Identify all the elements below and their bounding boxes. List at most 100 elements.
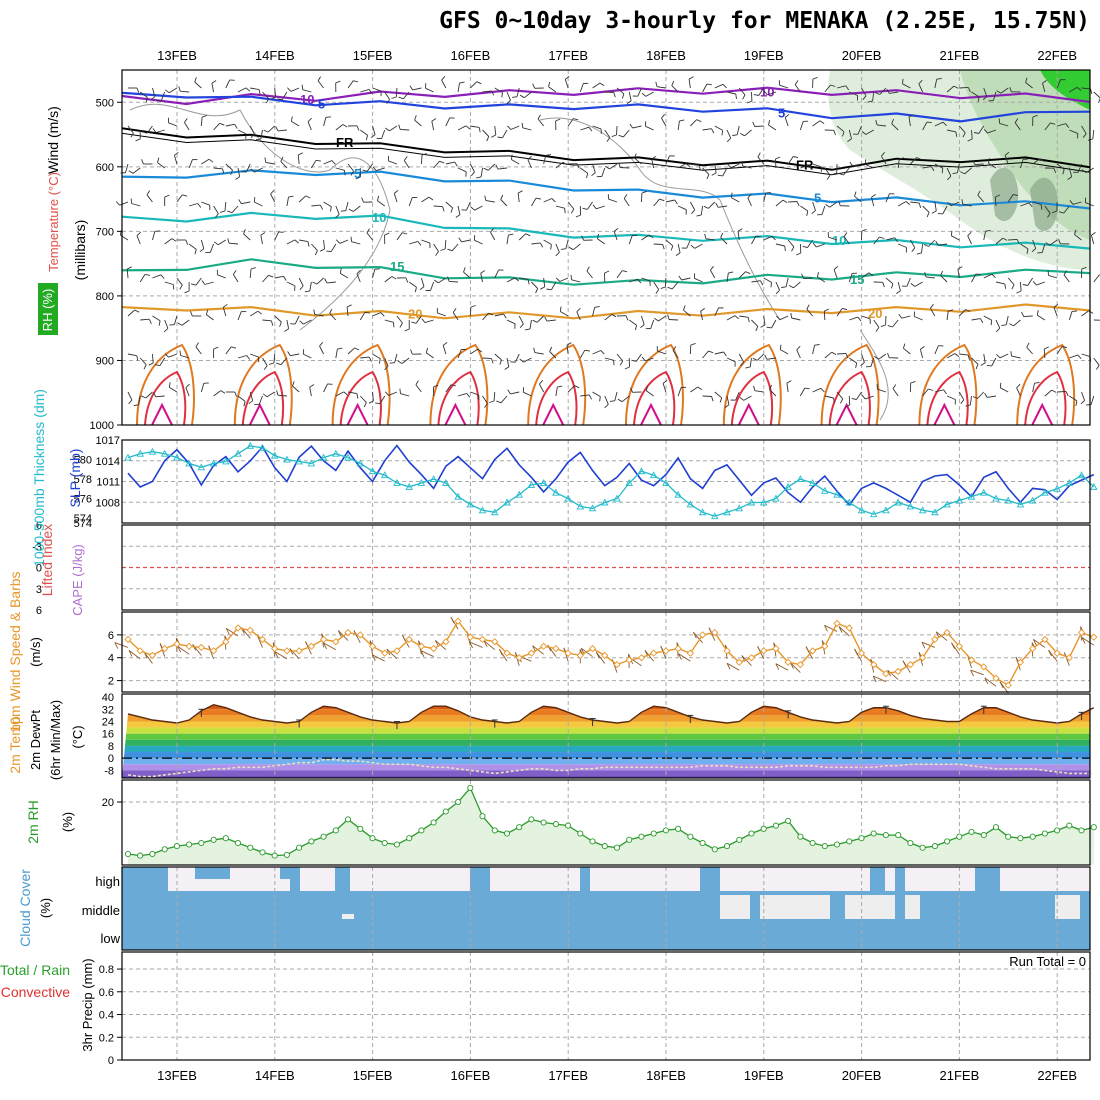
wind-barb <box>749 357 752 367</box>
wind-barb <box>875 119 878 126</box>
wind-barb <box>790 662 801 673</box>
wind-barb <box>910 157 918 165</box>
wind-barb <box>335 391 345 397</box>
wind-barb <box>265 161 275 165</box>
wind-barb <box>870 357 875 367</box>
temp-tick-label: 32 <box>102 704 114 716</box>
wind-barb <box>717 174 723 177</box>
wind-speed-marker <box>821 642 829 650</box>
wind-barb <box>677 243 681 253</box>
wind-barb <box>1000 387 1009 393</box>
wind-barb <box>426 352 434 359</box>
wind-barb <box>799 387 806 397</box>
thickness-marker <box>955 496 964 504</box>
wind-barb <box>521 122 524 128</box>
wind-barb <box>510 391 520 395</box>
wind-barb <box>335 349 338 359</box>
thickness-marker <box>943 500 951 508</box>
wind-barb <box>1065 123 1070 128</box>
wind-barb <box>786 383 789 393</box>
wind-barb <box>721 130 724 136</box>
wind-barb <box>784 245 786 252</box>
rh-marker <box>846 838 853 845</box>
wind-barb <box>286 239 296 245</box>
wind-barb <box>380 312 385 317</box>
thickness-marker <box>698 508 707 516</box>
wind-barb <box>384 391 389 396</box>
wind-barb <box>411 321 417 324</box>
precip-tick-label: 0.8 <box>99 964 114 976</box>
wind-barb <box>225 628 230 635</box>
wind-barb <box>706 83 712 86</box>
wind-barb <box>1016 239 1020 245</box>
wind-barb <box>971 318 981 321</box>
wind-barb <box>960 171 965 175</box>
wind-barb <box>648 234 654 239</box>
wind-barb <box>816 243 825 248</box>
wind-barb <box>206 314 214 321</box>
wind-barb <box>1074 229 1077 235</box>
wind-barb <box>662 244 665 250</box>
wind-speed-marker <box>161 644 169 653</box>
wind-barb <box>1039 158 1045 162</box>
wind-barb <box>466 201 471 211</box>
wind-barb <box>720 237 728 245</box>
thickness-marker <box>833 490 841 498</box>
wind-barb <box>984 392 988 398</box>
wind-barb <box>763 315 766 325</box>
wind-barb <box>441 76 446 81</box>
wind-barb <box>580 126 590 131</box>
temp-band <box>122 733 1090 740</box>
wind-barb <box>342 124 348 128</box>
wind-barb <box>970 669 984 676</box>
wind-barb <box>323 239 325 250</box>
wind-barb <box>421 318 426 323</box>
wind-barb <box>231 205 239 214</box>
wind-barb <box>1081 125 1087 134</box>
wind-barb <box>354 347 360 351</box>
wind-barb <box>757 152 761 158</box>
wind-barb <box>766 326 772 329</box>
wind-barb <box>470 305 476 308</box>
rh-marker <box>198 839 205 847</box>
wind-barb <box>1065 391 1069 397</box>
wind-barb <box>873 319 880 328</box>
wind-barb <box>754 125 764 127</box>
wind-barb <box>908 117 911 127</box>
wind-barb <box>348 208 354 212</box>
wind-barb <box>428 196 434 201</box>
wind-barb <box>200 383 205 393</box>
wind-barb <box>323 117 327 127</box>
thickness-marker <box>258 443 267 451</box>
wind-barb <box>470 171 475 176</box>
wind-barb <box>185 239 189 245</box>
wind-barb <box>136 355 139 361</box>
wind-barb <box>702 350 709 359</box>
pressure-tick-label: 600 <box>96 162 114 174</box>
wind-barb <box>260 235 263 245</box>
wind-barb <box>146 190 151 196</box>
wind-barb <box>260 129 263 139</box>
wind-barb <box>596 233 600 239</box>
wind-barb <box>756 353 765 361</box>
wind-speed-marker <box>845 624 853 632</box>
wind-barb <box>1048 649 1058 662</box>
wind-barb <box>1091 232 1096 236</box>
wind-barb <box>878 353 887 360</box>
wind-barb <box>741 655 752 667</box>
isotherm-line <box>121 132 1091 176</box>
wind-barb <box>735 93 737 100</box>
wind-barb <box>474 239 483 245</box>
wind-barb <box>665 155 671 165</box>
wind-speed-marker <box>344 628 352 637</box>
thickness-tick-label: 578 <box>74 474 92 486</box>
wind-barb <box>276 390 279 396</box>
wind-barb <box>330 206 332 212</box>
wind-barb <box>586 266 590 272</box>
wind-barb <box>454 161 458 167</box>
date-label-top: 20FEB <box>842 48 882 63</box>
wind-barb <box>154 364 160 367</box>
wind-barb <box>435 251 439 256</box>
wind-barb <box>983 273 993 279</box>
wind-barb <box>389 362 395 364</box>
